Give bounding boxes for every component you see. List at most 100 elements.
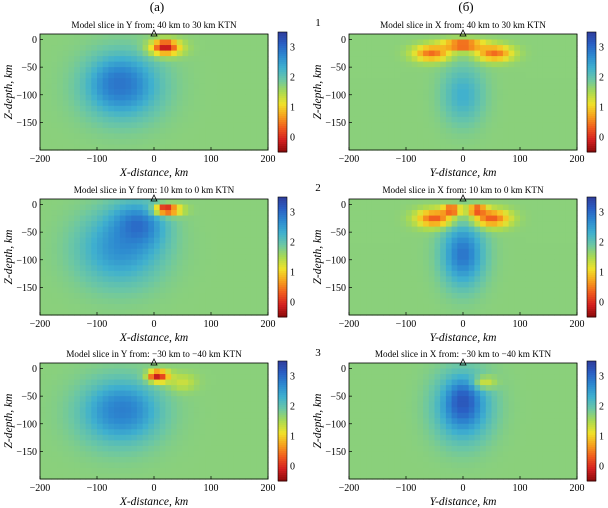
heatmap-cell — [411, 144, 418, 151]
heatmap-cell — [45, 237, 52, 244]
heatmap-cell — [119, 72, 127, 79]
heatmap-cell — [193, 309, 201, 316]
heatmap-cell — [91, 451, 98, 458]
heatmap-cell — [74, 89, 81, 96]
panels: Model slice in Y from: 40 km to 30 km KT… — [3, 20, 604, 508]
heatmap-cell — [125, 396, 132, 403]
colorbar-segment — [278, 70, 287, 73]
heatmap-cell — [423, 418, 430, 425]
heatmap-cell — [256, 298, 263, 305]
heatmap-cell — [108, 50, 115, 57]
heatmap-cell — [491, 89, 498, 96]
heatmap-cell — [428, 270, 436, 277]
heatmap-cell — [463, 221, 470, 228]
heatmap-cell — [182, 83, 189, 90]
heatmap-cell — [417, 248, 424, 255]
heatmap-cell — [239, 385, 246, 392]
heatmap-cell — [51, 221, 58, 228]
heatmap-cell — [74, 385, 81, 392]
heatmap-cell — [434, 451, 441, 458]
colorbar-segment — [278, 209, 287, 212]
heatmap-cell — [85, 276, 92, 283]
heatmap-cell — [222, 412, 229, 419]
heatmap-cell — [406, 292, 413, 300]
heatmap-cell — [142, 243, 149, 250]
heatmap-cell — [79, 363, 87, 370]
y-tick-label: 0 — [32, 364, 37, 375]
heatmap-cell — [119, 204, 127, 211]
heatmap-cell — [256, 456, 263, 464]
heatmap-cell — [366, 445, 373, 452]
heatmap-cell — [68, 116, 75, 123]
heatmap-cell — [91, 221, 98, 228]
colorbar-segment — [278, 245, 287, 248]
heatmap-cell — [102, 72, 109, 79]
heatmap-cell — [216, 412, 223, 419]
heatmap-cell — [383, 100, 390, 107]
heatmap-cell — [366, 56, 373, 63]
heatmap-cell — [125, 423, 132, 430]
heatmap-cell — [57, 396, 64, 403]
heatmap-cell — [434, 232, 441, 239]
heatmap-cell — [51, 374, 58, 381]
heatmap-cell — [97, 401, 104, 408]
heatmap-cell — [148, 100, 155, 107]
heatmap-cell — [165, 199, 172, 206]
heatmap-cell — [480, 292, 487, 300]
heatmap-cell — [371, 133, 379, 140]
heatmap-cell — [445, 34, 453, 41]
heatmap-cell — [216, 215, 223, 222]
heatmap-cell — [211, 374, 218, 381]
heatmap-cell — [159, 451, 166, 458]
colorbar-segment — [587, 78, 596, 81]
heatmap-cell — [216, 133, 223, 140]
colorbar-segment — [587, 247, 596, 250]
heatmap-cell — [114, 100, 121, 107]
heatmap-cell — [508, 127, 515, 135]
heatmap-cell — [205, 423, 212, 430]
colorbar-segment — [587, 100, 596, 103]
heatmap-cell — [51, 45, 58, 52]
heatmap-cell — [85, 292, 92, 300]
colorbar-segment — [278, 449, 287, 452]
heatmap-cell — [176, 83, 184, 90]
heatmap-cell — [354, 298, 361, 305]
heatmap-cell — [193, 412, 201, 419]
heatmap-cell — [182, 374, 189, 381]
heatmap-cell — [250, 434, 258, 441]
heatmap-cell — [108, 379, 115, 386]
heatmap-cell — [233, 281, 241, 288]
heatmap-cell — [434, 298, 441, 305]
heatmap-cell — [171, 122, 178, 129]
heatmap-cell — [245, 445, 252, 452]
heatmap-cell — [366, 221, 373, 228]
heatmap-cell — [262, 221, 269, 228]
heatmap-cell — [245, 45, 252, 52]
heatmap-cell — [159, 116, 166, 123]
heatmap-cell — [394, 292, 401, 300]
heatmap-cell — [388, 72, 396, 79]
heatmap-cell — [394, 374, 401, 381]
heatmap-cell — [394, 379, 401, 386]
heatmap-cell — [371, 418, 379, 425]
heatmap-cell — [216, 122, 223, 129]
heatmap-cell — [525, 138, 532, 146]
heatmap-cell — [411, 401, 418, 408]
heatmap-cell — [451, 248, 458, 255]
heatmap-cell — [233, 445, 241, 452]
heatmap-cell — [502, 281, 510, 288]
heatmap-cell — [188, 204, 195, 211]
heatmap-cell — [559, 144, 567, 151]
heatmap-cell — [40, 204, 47, 211]
heatmap-cell — [222, 270, 229, 277]
heatmap-cell — [377, 451, 384, 458]
colorbar-tick-label: 0 — [599, 298, 604, 309]
heatmap-cell — [74, 401, 81, 408]
heatmap-cell — [480, 210, 487, 217]
heatmap-cell — [40, 374, 47, 381]
heatmap-cell — [239, 363, 246, 370]
heatmap-cell — [245, 116, 252, 123]
heatmap-cell — [502, 254, 510, 261]
